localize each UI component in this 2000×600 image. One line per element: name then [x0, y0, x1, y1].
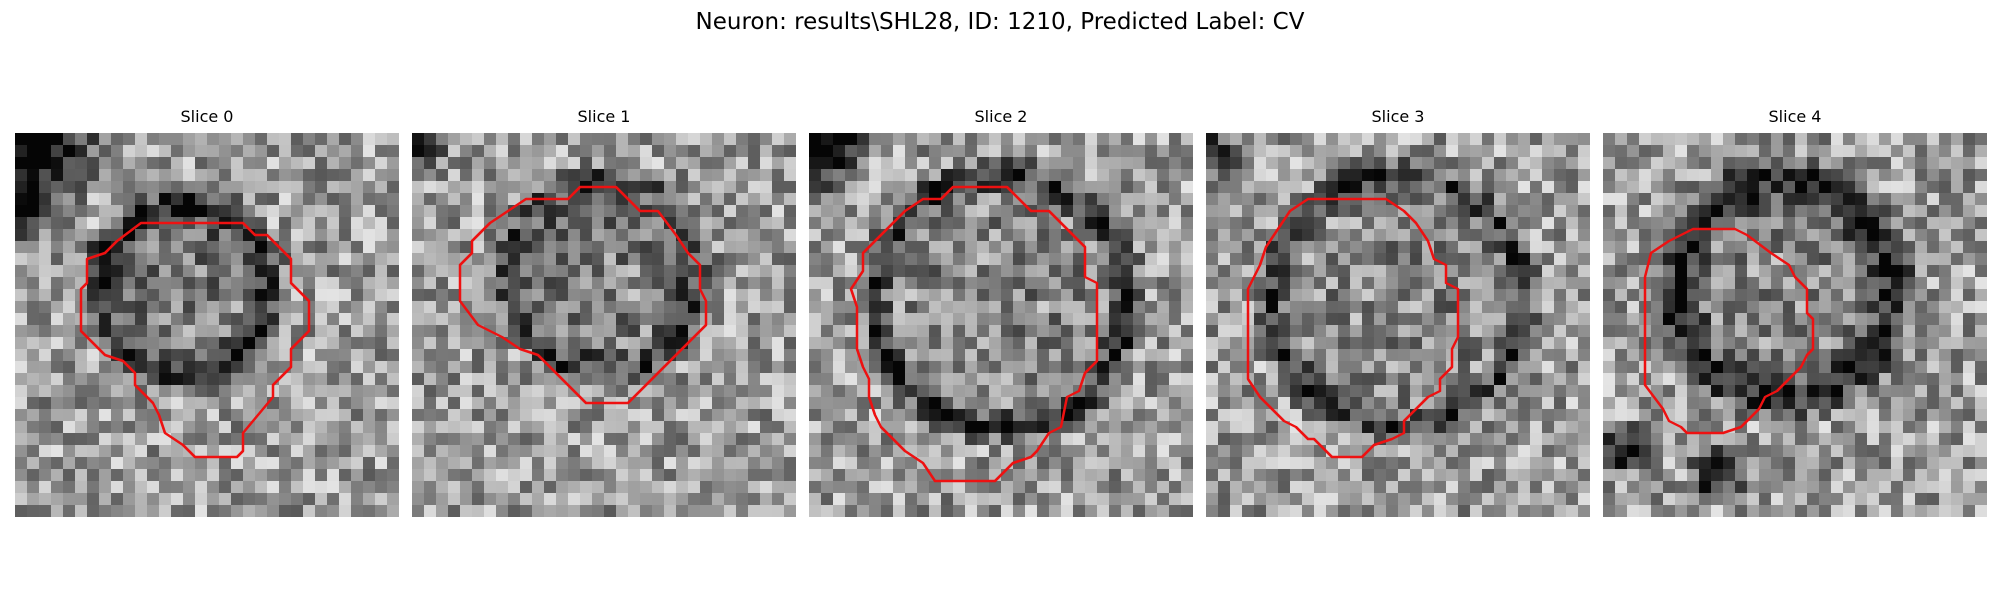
slice-4-title: Slice 4	[1768, 107, 1822, 126]
slice-panel-4: Slice 4	[1603, 107, 1987, 517]
slice-2-title: Slice 2	[974, 107, 1028, 126]
slice-1-title: Slice 1	[577, 107, 631, 126]
slice-panel-1: Slice 1	[412, 107, 796, 517]
slice-1-image	[412, 133, 796, 517]
slice-2-image	[809, 133, 1193, 517]
slice-panel-3: Slice 3	[1206, 107, 1590, 517]
slice-panel-0: Slice 0	[15, 107, 399, 517]
slice-0-title: Slice 0	[180, 107, 234, 126]
slice-3-image	[1206, 133, 1590, 517]
slice-3-title: Slice 3	[1371, 107, 1425, 126]
slice-4-image	[1603, 133, 1987, 517]
slice-0-image	[15, 133, 399, 517]
figure-title: Neuron: results\SHL28, ID: 1210, Predict…	[695, 9, 1305, 35]
slice-panel-2: Slice 2	[809, 107, 1193, 517]
